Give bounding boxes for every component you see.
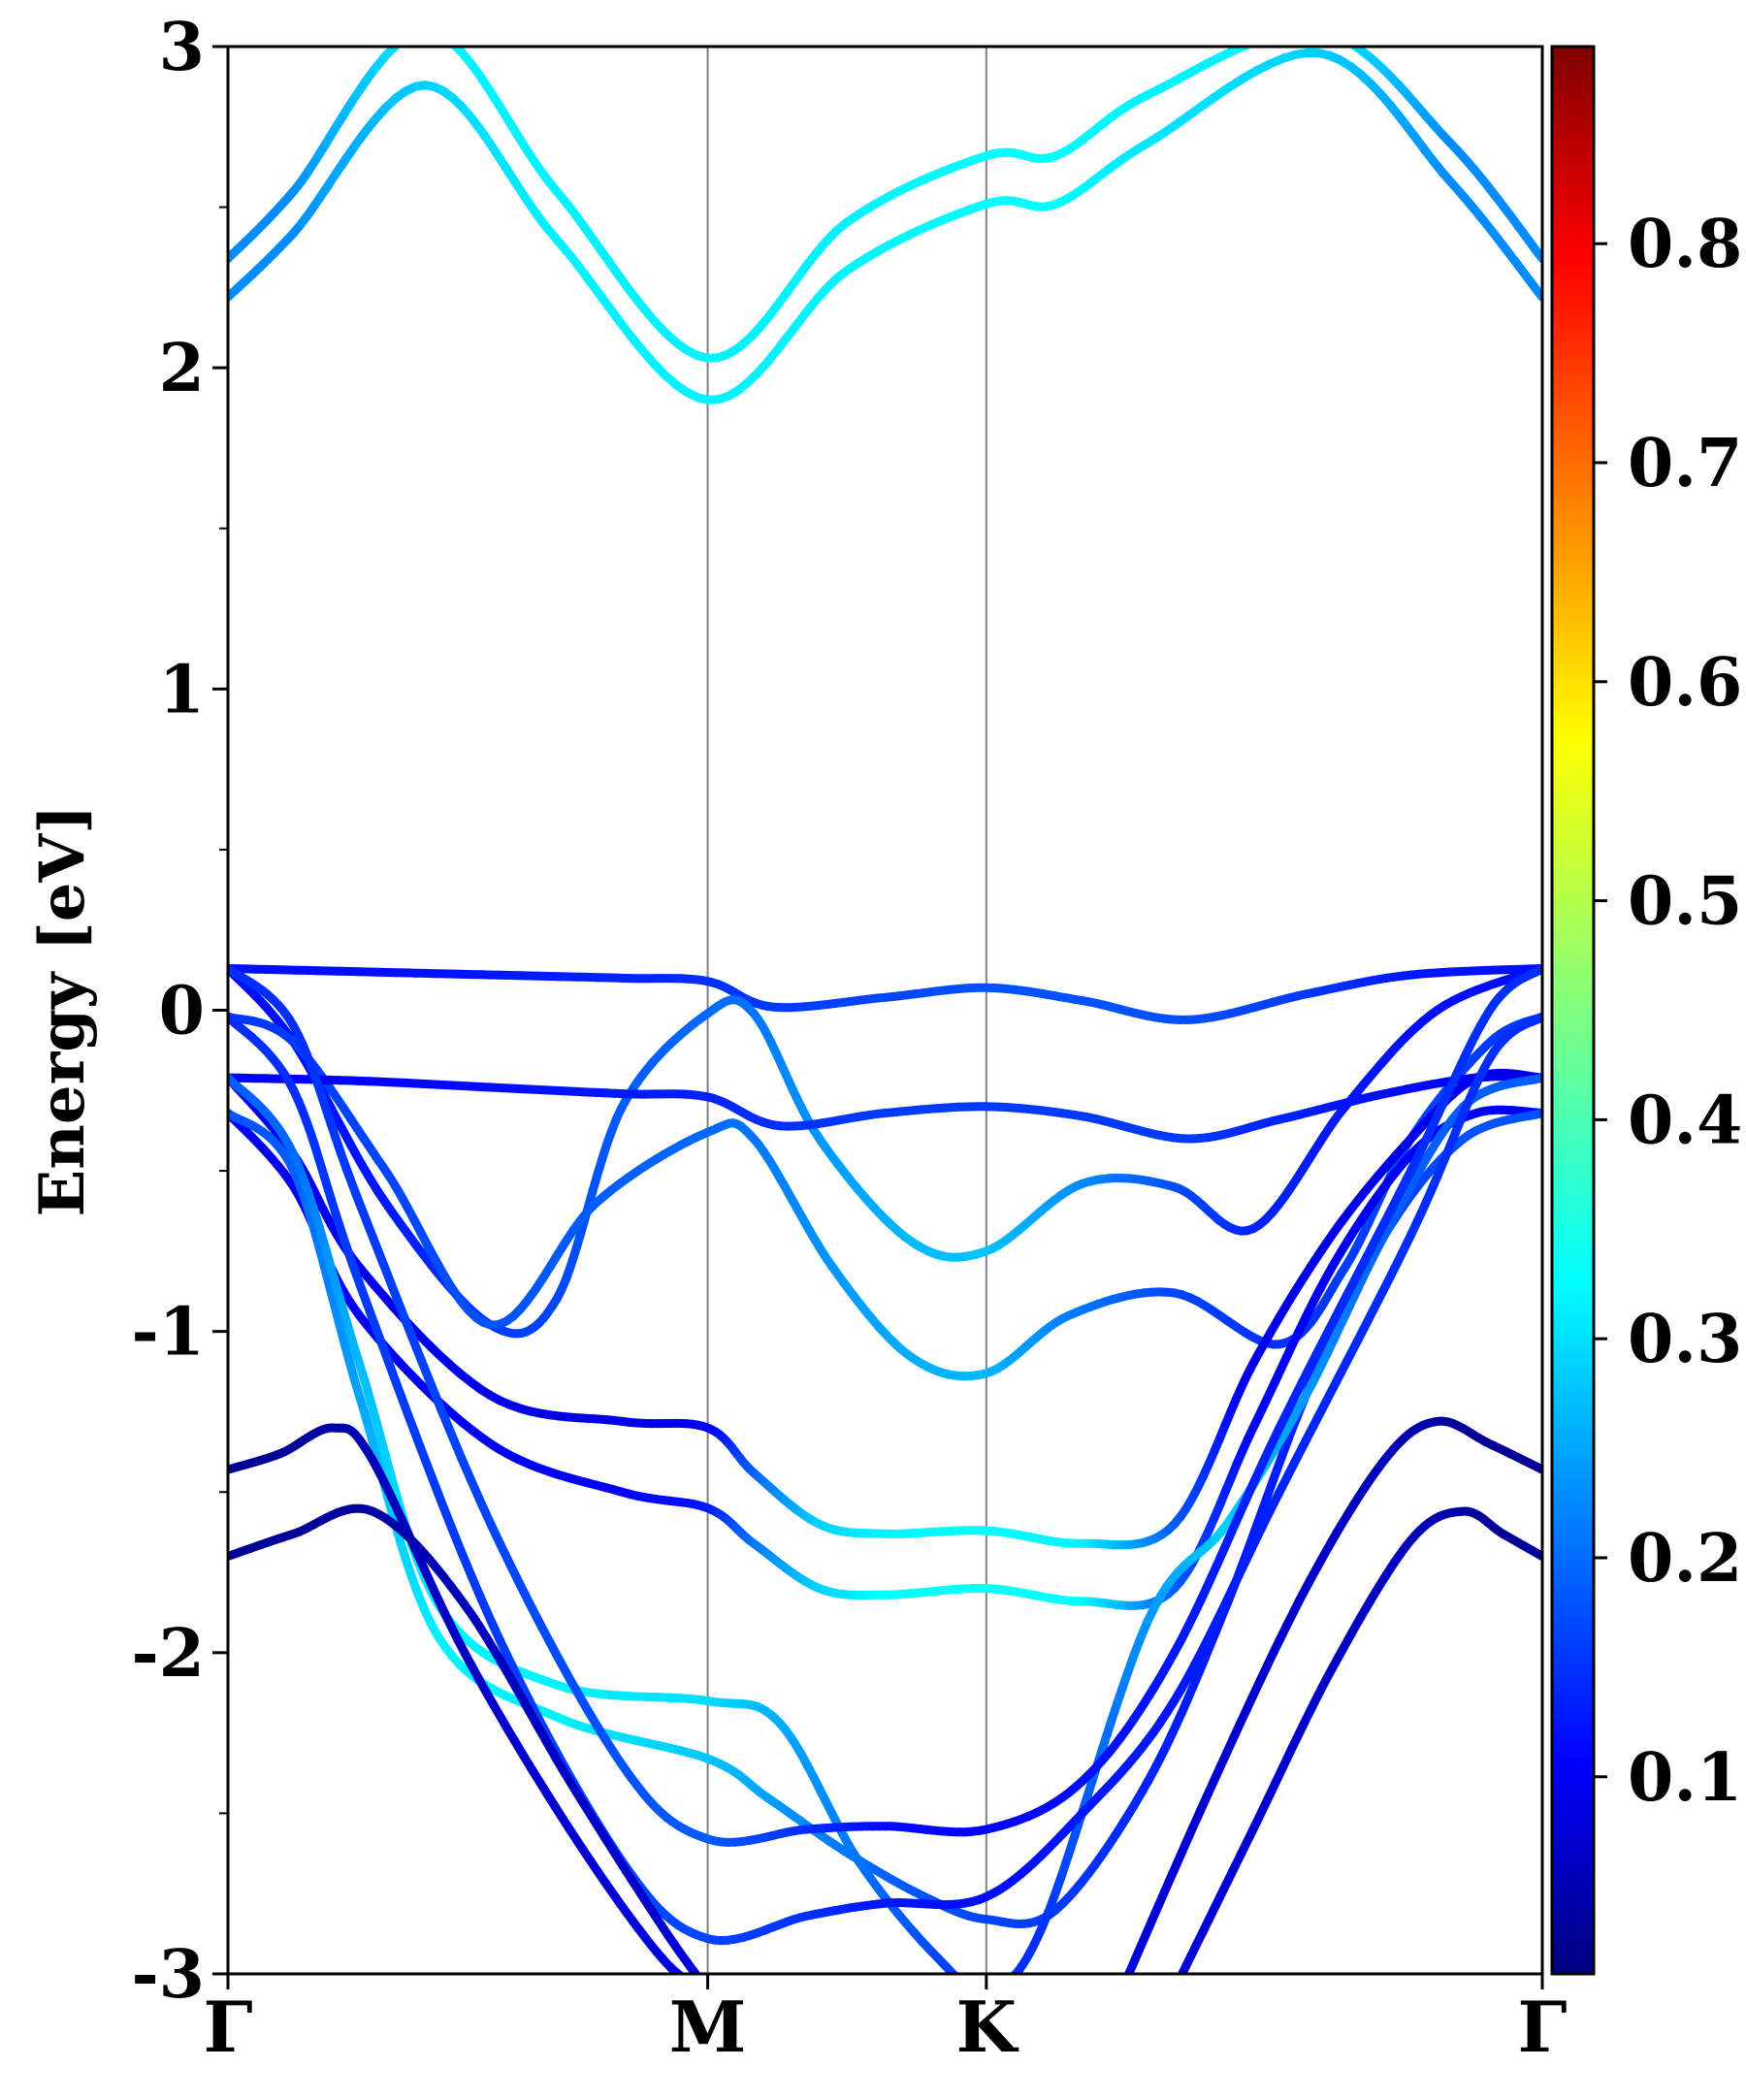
band-segment — [701, 1982, 703, 1985]
band-segment — [680, 1975, 684, 1978]
band-segment — [1308, 30, 1319, 31]
band-segment — [425, 30, 435, 32]
band-segment — [1008, 1979, 1012, 1982]
band-segment — [1178, 1976, 1181, 1984]
band-segment — [694, 1984, 696, 1985]
band-segment — [1330, 33, 1341, 37]
band-segment — [684, 1978, 688, 1980]
band-segment — [691, 1982, 694, 1984]
band-segment — [1283, 30, 1296, 32]
band-segment — [443, 37, 453, 44]
y-axis-label: Energy [eV] — [26, 805, 99, 1217]
y-tick-label: 3 — [159, 9, 205, 86]
colorbar-gradient — [1552, 47, 1594, 1974]
y-tick-label: 0 — [159, 973, 205, 1050]
band-segment — [405, 32, 415, 37]
band-segment — [1296, 30, 1308, 31]
y-tick-label: -3 — [131, 1936, 205, 2014]
y-tick-label: 2 — [159, 330, 205, 407]
band-segment — [1319, 30, 1330, 33]
colorbar-tick-label: 0.5 — [1628, 863, 1742, 941]
y-tick-label: 1 — [159, 651, 205, 728]
colorbar-tick-label: 0.1 — [1628, 1739, 1742, 1817]
band-segment — [1341, 37, 1351, 43]
colorbar-tick-label: 0.8 — [1628, 206, 1742, 283]
colorbar-tick-label: 0.2 — [1628, 1520, 1742, 1598]
band-segment — [435, 32, 444, 37]
colorbar: 0.1 0.2 0.3 0.4 0.5 0.6 0.7 0.8 — [1552, 47, 1742, 1974]
y-tick-label: -1 — [131, 1294, 205, 1372]
band-segment — [699, 1979, 702, 1982]
band-segment — [696, 1975, 699, 1979]
band-segment — [1175, 1984, 1178, 1990]
colorbar-tick-label: 0.7 — [1628, 425, 1742, 502]
band-segment — [1121, 1982, 1125, 1990]
band-segment — [960, 1982, 963, 1985]
x-tick-label: M — [669, 1986, 747, 2068]
band-segment — [1245, 41, 1258, 47]
band-segment — [1011, 1975, 1015, 1979]
band-segment — [957, 1978, 960, 1981]
colorbar-tick-label: 0.4 — [1628, 1082, 1742, 1159]
band-segment — [687, 1980, 691, 1982]
plot-area — [228, 47, 1542, 1974]
colorbar-tick-label: 0.6 — [1628, 644, 1742, 722]
y-tick-label: -2 — [131, 1615, 205, 1693]
band-segment — [1271, 33, 1283, 37]
x-tick-label: Γ — [1517, 1986, 1567, 2068]
x-tick-label: Γ — [203, 1986, 252, 2068]
plot-background — [228, 47, 1542, 1974]
band-segment — [1004, 1982, 1008, 1984]
band-segment — [396, 38, 405, 46]
band-segment — [415, 30, 425, 32]
colorbar-tick-label: 0.3 — [1628, 1301, 1742, 1378]
x-tick-label: K — [956, 1986, 1019, 2068]
band-segment — [1257, 36, 1271, 41]
